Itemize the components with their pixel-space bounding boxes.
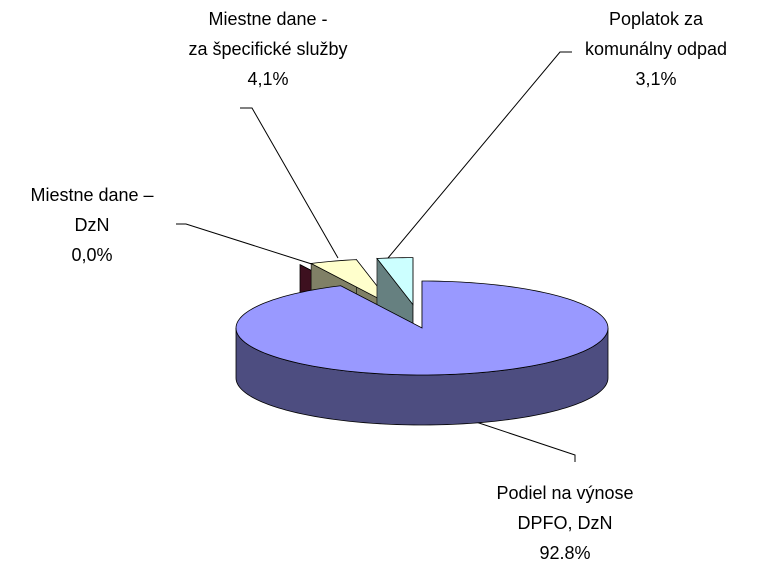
labels: Podiel na výnose DPFO, DzN 92.8% Miestne da… [30,9,727,563]
slice-label: Podiel na výnose [496,483,633,503]
leader-line [469,419,576,462]
slice [376,257,414,306]
leader-lines [176,51,576,462]
slice-label: za špecifické služby [188,39,347,59]
value-label: 92.8% [539,543,590,563]
slice-label: komunálny odpad [585,39,727,59]
value-label: 3,1% [635,69,676,89]
value-label: 4,1% [247,69,288,89]
slice-label: Miestne dane – [30,185,153,205]
slice [235,280,609,376]
leader-line [387,51,572,259]
slice-label: Poplatok za [609,9,704,29]
slice-label: DPFO, DzN [517,513,612,533]
slice-label: Miestne dane - [208,9,327,29]
slice-label: DzN [75,215,110,235]
pie [235,257,609,426]
slice [309,259,393,307]
value-label: 0,0% [71,245,112,265]
leader-line [176,223,319,267]
leader-line [240,107,339,259]
